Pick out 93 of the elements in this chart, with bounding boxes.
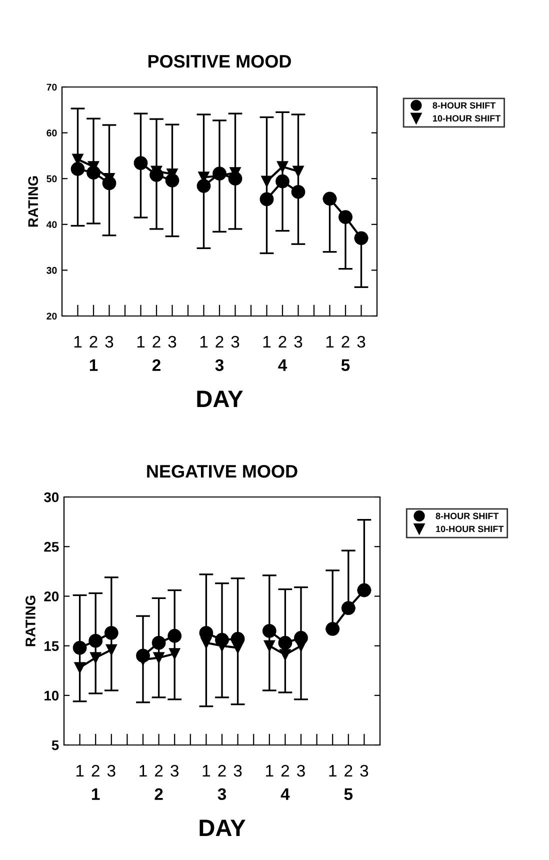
text: 1 [90, 359, 98, 371]
point [74, 662, 86, 674]
legend-label: 8-HOUR SHIFT [432, 102, 496, 109]
x-tick-label: 1 [137, 336, 145, 348]
x-tick-label: 3 [231, 336, 240, 348]
point [200, 637, 212, 648]
x-tick-label: 3 [294, 336, 302, 348]
point [260, 192, 274, 206]
point [104, 626, 118, 640]
x-tick-label: 1 [74, 336, 82, 348]
text: 4 [280, 788, 290, 800]
point [276, 161, 288, 172]
point [276, 174, 290, 188]
x-tick-label: 1 [263, 336, 271, 348]
x-tick-label: 1 [329, 765, 336, 777]
point [357, 583, 372, 598]
point [196, 178, 211, 193]
point [280, 649, 291, 660]
y-axis-title: RATING [26, 596, 36, 646]
y-tick-label: 30 [46, 266, 57, 274]
point [326, 622, 340, 636]
x-tick-label: 3 [170, 764, 178, 777]
x-tick-label: 2 [344, 764, 352, 777]
point [338, 210, 352, 224]
x-tick-label: 2 [218, 764, 226, 777]
y-axis-title: RATING [28, 176, 38, 227]
x-tick-label: 1 [202, 765, 210, 777]
x-tick-label: 1 [326, 336, 334, 348]
point [90, 652, 102, 664]
point [262, 624, 276, 638]
x-tick-label: 2 [281, 764, 289, 777]
y-tick-label: 30 [44, 492, 59, 502]
y-tick-label: 5 [52, 740, 59, 750]
x-tick-label: 3 [105, 336, 114, 348]
point [292, 166, 304, 177]
x-tick-label: 3 [234, 764, 242, 777]
x-tick-label: 2 [152, 336, 160, 348]
text: 1 [92, 788, 100, 800]
y-tick-label: 20 [46, 312, 57, 320]
legend-label: 10-HOUR SHIFT [436, 526, 504, 532]
x-tick-label: 2 [216, 336, 224, 348]
x-tick-label: 1 [266, 765, 274, 777]
text: 4 [278, 359, 288, 371]
x-tick-label: 2 [342, 336, 350, 348]
x-tick-label: 3 [360, 764, 368, 777]
legend-label: 8-HOUR SHIFT [436, 512, 499, 520]
chart-title: NEGATIVE MOOD [147, 464, 298, 478]
x-tick-label: 3 [107, 764, 116, 777]
point [72, 640, 87, 655]
point [264, 640, 275, 652]
point [354, 231, 368, 246]
text: 2 [152, 359, 160, 371]
point [261, 176, 272, 187]
point [168, 628, 182, 643]
x-tick-label: 2 [90, 336, 98, 348]
x-axis-title: DAY [200, 820, 246, 836]
x-tick-label: 2 [92, 764, 100, 777]
point [169, 648, 180, 660]
x-tick-label: 3 [168, 336, 176, 348]
point [341, 601, 356, 616]
y-tick-label: 70 [46, 84, 57, 91]
y-tick-label: 10 [44, 690, 59, 701]
point [106, 644, 117, 656]
legend-label: 10-HOUR SHIFT [433, 115, 501, 122]
x-tick-label: 1 [200, 336, 208, 348]
x-tick-label: 2 [155, 764, 163, 777]
y-tick-label: 50 [46, 175, 57, 182]
point [322, 192, 337, 206]
point [152, 636, 166, 650]
y-tick-label: 25 [44, 542, 59, 552]
point [291, 184, 306, 199]
y-tick-label: 60 [46, 130, 57, 136]
text: 5 [341, 359, 350, 372]
x-tick-label: 1 [140, 765, 147, 777]
point [278, 636, 292, 650]
text: 3 [218, 788, 226, 800]
x-axis-title: DAY [197, 390, 243, 407]
x-tick-label: 2 [278, 336, 286, 348]
chart-title: POSITIVE MOOD [148, 54, 291, 68]
x-tick-label: 1 [76, 765, 84, 777]
text: 3 [215, 359, 224, 372]
point [232, 642, 244, 654]
point [153, 652, 164, 664]
point [134, 156, 148, 170]
y-tick-label: 40 [46, 221, 57, 228]
point [70, 162, 85, 176]
x-tick-label: 3 [357, 336, 366, 348]
text: 5 [344, 788, 353, 800]
text: 2 [154, 788, 163, 800]
y-tick-label: 15 [44, 641, 59, 651]
point [88, 634, 103, 648]
y-tick-label: 20 [44, 592, 59, 602]
x-tick-label: 3 [297, 764, 305, 777]
